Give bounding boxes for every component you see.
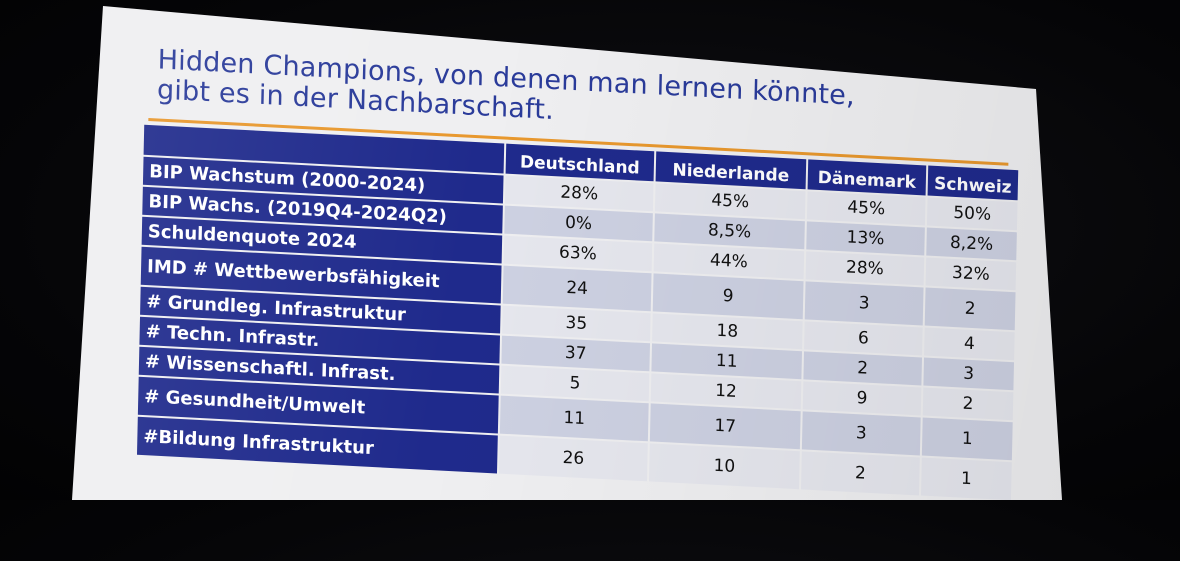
table-cell: 37: [501, 335, 651, 372]
table-cell: 2: [800, 451, 920, 496]
table-cell: 3: [923, 357, 1015, 391]
row-label: # Wissenschaftl. Infrast.: [138, 346, 500, 394]
row-label: #Bildung Infrastruktur: [136, 416, 498, 474]
table-row: # Wissenschaftl. Infrast. 5 12 9 2: [138, 346, 1014, 421]
table-cell: 2: [924, 287, 1016, 331]
table-row: # Grundleg. Infrastruktur 35 18 6 4: [140, 286, 1015, 361]
table-row: # Techn. Infrastr. 37 11 2 3: [139, 316, 1015, 391]
table-cell: 32%: [925, 257, 1017, 291]
table-cell: 28%: [805, 251, 925, 286]
table-cell: 18: [652, 313, 803, 350]
table-cell: 17: [649, 403, 801, 450]
table-cell: 8,5%: [654, 213, 805, 250]
row-label: # Gesundheit/Umwelt: [137, 376, 499, 434]
table-cell: 0%: [504, 205, 653, 242]
table-cell: 13%: [806, 221, 925, 256]
table-cell: 28%: [504, 175, 654, 212]
table-cell: 1: [920, 457, 1012, 500]
table-cell: 9: [802, 381, 922, 416]
row-label: BIP Wachstum (2000-2024): [142, 156, 504, 204]
table-cell: 63%: [503, 235, 653, 272]
table-cell: 2: [803, 351, 923, 386]
table-row: Schuldenquote 2024 63% 44% 28% 32%: [141, 216, 1017, 291]
table-cell: 45%: [806, 191, 926, 226]
table-cell: 8,2%: [926, 227, 1017, 261]
table-cell: 45%: [654, 183, 806, 220]
table-cell: 11: [499, 395, 649, 442]
table-row: IMD # Wettbewerbsfähigkeit 24 9 3 2: [140, 246, 1016, 331]
table-cell: 9: [652, 273, 804, 320]
column-header-daenemark: Dänemark: [807, 159, 927, 196]
table-corner-cell: [143, 124, 505, 174]
table-cell: 5: [500, 365, 650, 402]
table-header-row: Deutschland Niederlande Dänemark Schweiz: [143, 124, 1019, 201]
table-cell: 4: [924, 327, 1015, 361]
projection-screen: Hidden Champions, von denen man lernen k…: [72, 6, 1062, 500]
comparison-table: Deutschland Niederlande Dänemark Schweiz…: [135, 123, 1020, 500]
table-cell: 44%: [653, 243, 805, 280]
table-cell: 11: [651, 343, 803, 380]
table-cell: 1: [921, 417, 1013, 461]
table-cell: 2: [922, 387, 1014, 421]
row-label: # Grundleg. Infrastruktur: [140, 286, 501, 334]
column-header-niederlande: Niederlande: [655, 151, 807, 190]
row-label: Schuldenquote 2024: [141, 216, 503, 264]
table-cell: 26: [498, 435, 648, 482]
table-cell: 10: [648, 443, 800, 490]
column-header-schweiz: Schweiz: [927, 165, 1019, 201]
slide: Hidden Champions, von denen man lernen k…: [136, 44, 1030, 500]
column-header-deutschland: Deutschland: [505, 143, 655, 182]
table-cell: 3: [804, 281, 924, 326]
table-row: BIP Wachstum (2000-2024) 28% 45% 45% 50%: [142, 156, 1018, 231]
table-row: BIP Wachs. (2019Q4-2024Q2) 0% 8,5% 13% 8…: [142, 186, 1017, 261]
table-row: #Bildung Infrastruktur 26 10 2 1: [136, 416, 1012, 500]
table-row: # Gesundheit/Umwelt 11 17 3 1: [137, 376, 1013, 461]
table-cell: 12: [650, 373, 802, 410]
table-cell: 6: [804, 321, 923, 356]
table-cell: 35: [502, 305, 651, 342]
slide-title: Hidden Champions, von denen man lernen k…: [156, 44, 856, 127]
table-cell: 24: [502, 265, 652, 312]
title-divider: [148, 118, 1009, 166]
row-label: IMD # Wettbewerbsfähigkeit: [140, 246, 502, 304]
table-cell: 50%: [926, 197, 1018, 231]
row-label: BIP Wachs. (2019Q4-2024Q2): [142, 186, 503, 234]
table-cell: 3: [801, 411, 921, 456]
row-label: # Techn. Infrastr.: [139, 316, 501, 364]
